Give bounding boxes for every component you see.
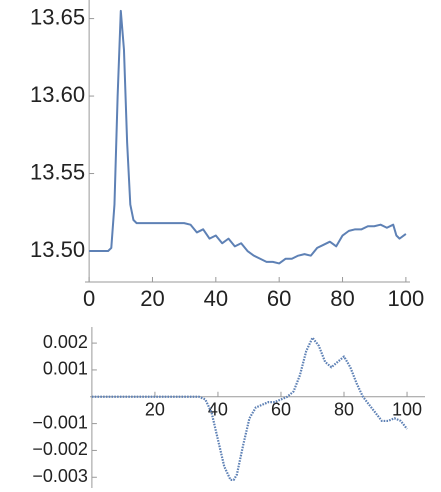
x-tick-label: 60 [271,400,291,420]
x-tick-label: 80 [330,286,354,311]
x-tick-label: 20 [140,286,164,311]
y-tick-label: 13.55 [30,159,85,184]
data-line [91,336,408,482]
x-tick-label: 40 [204,286,228,311]
x-tick-label: 100 [388,286,425,311]
x-tick-label: 20 [145,400,165,420]
x-tick-label: 60 [267,286,291,311]
x-tick-label: 100 [392,400,422,420]
x-tick-label: 80 [334,400,354,420]
x-tick-label: 40 [208,400,228,420]
y-tick-label: −0.002 [32,439,88,459]
data-line [89,9,407,265]
y-tick-label: −0.003 [32,466,88,486]
y-tick-label: 13.50 [30,237,85,262]
x-tick-label: 0 [83,286,95,311]
y-tick-label: −0.001 [32,412,88,432]
y-tick-label: 0.001 [43,359,88,379]
y-tick-label: 13.65 [30,4,85,29]
y-tick-label: 0.002 [43,332,88,352]
y-tick-label: 13.60 [30,82,85,107]
